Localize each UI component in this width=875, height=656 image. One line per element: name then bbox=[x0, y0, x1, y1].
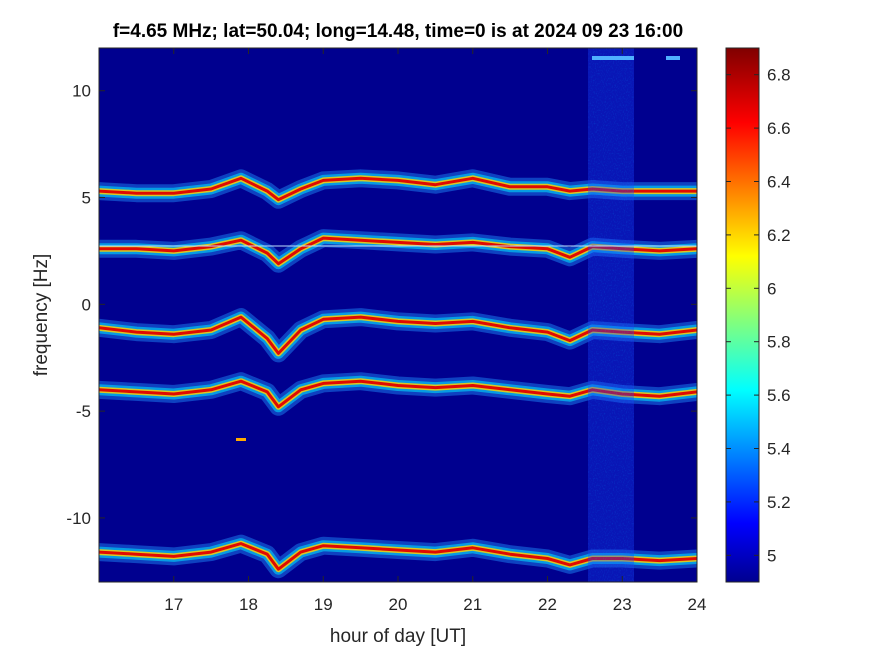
noise-speckle bbox=[588, 48, 634, 582]
x-tick-label: 20 bbox=[389, 595, 408, 614]
y-tick-label: -10 bbox=[66, 509, 91, 528]
y-tick-label: -5 bbox=[76, 402, 91, 421]
colorbar-tick-label: 5.6 bbox=[767, 386, 791, 405]
colorbar-tick-label: 6.6 bbox=[767, 119, 791, 138]
colorbar-tick-label: 5.8 bbox=[767, 333, 791, 352]
top-artifact bbox=[666, 56, 680, 60]
y-axis-label: frequency [Hz] bbox=[31, 254, 52, 377]
x-axis-label: hour of day [UT] bbox=[330, 626, 466, 647]
top-artifact bbox=[592, 56, 634, 60]
colorbar-tick-label: 6 bbox=[767, 279, 776, 298]
y-tick-label: 5 bbox=[82, 189, 91, 208]
colorbar-tick-label: 6.8 bbox=[767, 66, 791, 85]
x-tick-label: 22 bbox=[538, 595, 557, 614]
x-tick-label: 17 bbox=[164, 595, 183, 614]
x-tick-label: 23 bbox=[613, 595, 632, 614]
y-tick-label: 0 bbox=[82, 295, 91, 314]
y-tick-label: 10 bbox=[72, 82, 91, 101]
x-tick-label: 19 bbox=[314, 595, 333, 614]
colorbar-tick-label: 6.2 bbox=[767, 226, 791, 245]
colorbar-tick-label: 5.4 bbox=[767, 440, 791, 459]
chart-title: f=4.65 MHz; lat=50.04; long=14.48, time=… bbox=[113, 21, 683, 42]
y-axis: -10 -5 0 5 10 bbox=[66, 82, 697, 528]
colorbar-ticks: 5 5.2 5.4 5.6 5.8 6 6.2 6.4 6.6 6.8 bbox=[726, 66, 791, 565]
small-artifact bbox=[236, 438, 246, 441]
colorbar-tick-label: 6.4 bbox=[767, 173, 791, 192]
x-axis: 17 18 19 20 21 22 23 24 bbox=[164, 48, 706, 614]
x-tick-label: 21 bbox=[463, 595, 482, 614]
x-tick-label: 18 bbox=[239, 595, 258, 614]
x-tick-label: 24 bbox=[688, 595, 707, 614]
colorbar-tick-label: 5.2 bbox=[767, 493, 791, 512]
colorbar bbox=[725, 47, 760, 583]
colorbar-tick-label: 5 bbox=[767, 546, 776, 565]
